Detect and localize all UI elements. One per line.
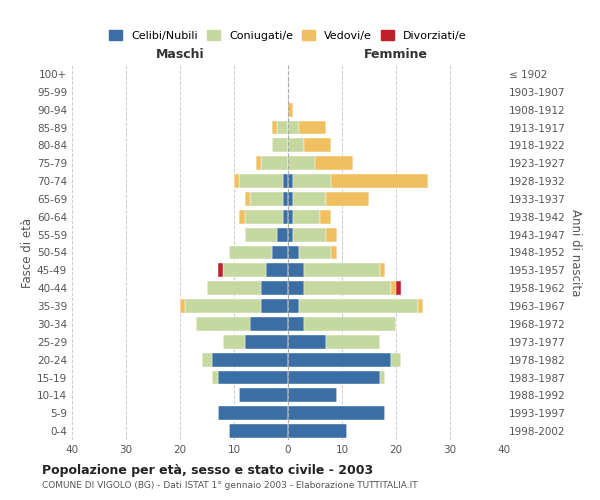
Bar <box>250 192 283 206</box>
Bar <box>196 317 250 331</box>
Bar <box>380 264 385 278</box>
Bar <box>380 370 385 384</box>
Bar <box>288 317 304 331</box>
Bar <box>180 299 185 313</box>
Bar <box>288 156 315 170</box>
Bar <box>218 370 288 384</box>
Bar <box>418 299 423 313</box>
Bar <box>288 228 293 241</box>
Bar <box>185 299 261 313</box>
Bar <box>288 299 299 313</box>
Bar <box>239 174 283 188</box>
Bar <box>218 406 288 420</box>
Bar <box>299 246 331 260</box>
Bar <box>293 228 326 241</box>
Bar <box>207 281 261 295</box>
Bar <box>304 281 391 295</box>
Bar <box>293 210 320 224</box>
Bar <box>272 120 277 134</box>
Text: Popolazione per età, sesso e stato civile - 2003: Popolazione per età, sesso e stato civil… <box>42 464 373 477</box>
Bar <box>288 281 304 295</box>
Bar <box>239 210 245 224</box>
Bar <box>229 424 288 438</box>
Y-axis label: Fasce di età: Fasce di età <box>21 218 34 288</box>
Bar <box>288 335 326 349</box>
Bar <box>288 192 293 206</box>
Bar <box>331 246 337 260</box>
Bar <box>283 192 288 206</box>
Bar <box>288 138 304 152</box>
Bar <box>304 317 396 331</box>
Bar <box>261 281 288 295</box>
Bar <box>218 264 223 278</box>
Bar <box>256 156 261 170</box>
Bar <box>239 388 288 402</box>
Bar <box>266 264 288 278</box>
Bar <box>245 335 288 349</box>
Legend: Celibi/Nubili, Coniugati/e, Vedovi/e, Divorziati/e: Celibi/Nubili, Coniugati/e, Vedovi/e, Di… <box>105 26 471 45</box>
Bar <box>245 210 283 224</box>
Bar <box>288 406 385 420</box>
Bar <box>293 192 326 206</box>
Text: Femmine: Femmine <box>364 48 428 62</box>
Bar <box>288 120 299 134</box>
Bar <box>288 102 293 117</box>
Y-axis label: Anni di nascita: Anni di nascita <box>569 209 582 296</box>
Bar <box>391 352 401 366</box>
Bar <box>261 156 288 170</box>
Bar <box>277 228 288 241</box>
Bar <box>391 281 396 295</box>
Bar <box>304 264 380 278</box>
Bar <box>293 174 331 188</box>
Bar <box>288 264 304 278</box>
Bar <box>396 281 401 295</box>
Bar <box>326 192 369 206</box>
Bar <box>320 210 331 224</box>
Text: COMUNE DI VIGOLO (BG) - Dati ISTAT 1° gennaio 2003 - Elaborazione TUTTITALIA.IT: COMUNE DI VIGOLO (BG) - Dati ISTAT 1° ge… <box>42 481 418 490</box>
Bar <box>304 138 331 152</box>
Bar <box>212 370 218 384</box>
Bar <box>288 424 347 438</box>
Bar <box>331 174 428 188</box>
Bar <box>288 352 391 366</box>
Bar <box>223 335 245 349</box>
Bar <box>245 228 277 241</box>
Bar <box>277 120 288 134</box>
Bar <box>223 264 266 278</box>
Bar <box>272 246 288 260</box>
Bar <box>202 352 212 366</box>
Text: Maschi: Maschi <box>155 48 205 62</box>
Bar <box>288 210 293 224</box>
Bar <box>315 156 353 170</box>
Bar <box>272 138 288 152</box>
Bar <box>299 120 326 134</box>
Bar <box>250 317 288 331</box>
Bar <box>283 174 288 188</box>
Bar <box>261 299 288 313</box>
Bar <box>212 352 288 366</box>
Bar <box>283 210 288 224</box>
Bar <box>288 246 299 260</box>
Bar <box>234 174 239 188</box>
Bar <box>326 228 337 241</box>
Bar <box>229 246 272 260</box>
Bar <box>288 388 337 402</box>
Bar <box>288 370 380 384</box>
Bar <box>245 192 250 206</box>
Bar <box>288 174 293 188</box>
Bar <box>299 299 418 313</box>
Bar <box>326 335 380 349</box>
